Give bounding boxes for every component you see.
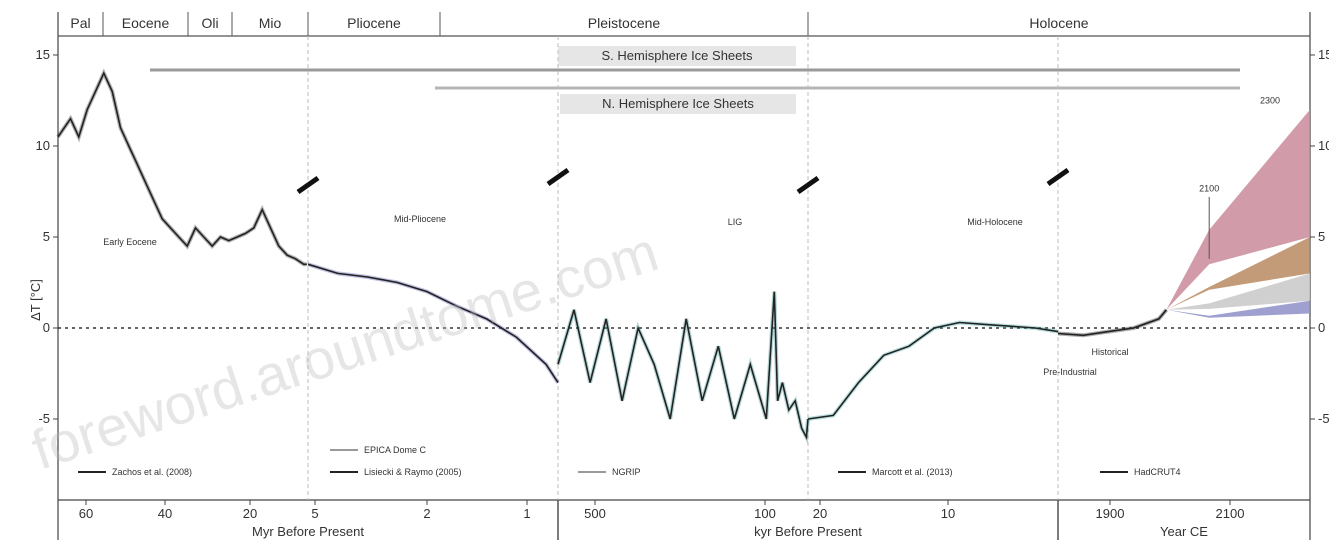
- legend-label: NGRIP: [612, 467, 641, 477]
- y-tick-label: 10: [36, 138, 50, 153]
- ice-sheet-label: N. Hemisphere Ice Sheets: [602, 96, 754, 111]
- scenario-band: [1166, 237, 1310, 310]
- axis-break-mark: [546, 167, 570, 187]
- y-tick-label: 5: [43, 229, 50, 244]
- legend-label: Marcott et al. (2013): [872, 467, 953, 477]
- y-axis-label: ΔT [°C]: [28, 279, 43, 321]
- temperature-series: [56, 68, 1168, 445]
- y-tick-label-right: 0: [1318, 320, 1325, 335]
- x-tick-label: 20: [813, 506, 827, 521]
- period-annotation: Mid-Holocene: [967, 217, 1023, 227]
- scenario-band: [1166, 300, 1310, 318]
- period-annotation: Mid-Pliocene: [394, 214, 446, 224]
- x-tick-label: 500: [584, 506, 606, 521]
- scenario-band: [1166, 273, 1310, 310]
- projection-year-label: 2100: [1199, 184, 1219, 194]
- x-tick-label: 60: [79, 506, 93, 521]
- x-axis-units: Myr Before Present kyr Before Present Year…: [252, 524, 1208, 539]
- epoch-label: Holocene: [1029, 15, 1088, 31]
- period-annotation: LIG: [728, 217, 743, 227]
- x-tick-label: 5: [311, 506, 318, 521]
- ice-sheet-bars: S. Hemisphere Ice Sheets N. Hemisphere Ic…: [150, 46, 1240, 114]
- y-tick-label: 15: [36, 47, 50, 62]
- epoch-label: Pliocene: [347, 15, 401, 31]
- x-tick-label: 1900: [1096, 506, 1125, 521]
- legend-label: HadCRUT4: [1134, 467, 1181, 477]
- y-tick-label: 0: [43, 320, 50, 335]
- legend-label: Zachos et al. (2008): [112, 467, 192, 477]
- x-tick-label: 10: [941, 506, 955, 521]
- axis-break-mark: [796, 175, 820, 195]
- ice-label-bg: [558, 46, 796, 66]
- x-unit-label: kyr Before Present: [754, 524, 862, 539]
- projection-scenarios: 2300 2100: [1166, 96, 1310, 318]
- axis-break-mark: [1046, 167, 1070, 187]
- period-annotation: Pre-Industrial: [1043, 367, 1097, 377]
- x-tick-label: 1: [523, 506, 530, 521]
- series-line: [1057, 309, 1168, 337]
- x-tick-label: 2: [423, 506, 430, 521]
- epoch-label: Mio: [259, 15, 282, 31]
- epoch-label: Oli: [201, 15, 218, 31]
- series-line: [557, 291, 809, 440]
- x-unit-label: Year CE: [1160, 524, 1208, 539]
- series-line: [807, 321, 1059, 420]
- ice-sheet-label: S. Hemisphere Ice Sheets: [601, 48, 753, 63]
- epoch-label: Eocene: [122, 15, 170, 31]
- period-annotation: Historical: [1091, 347, 1128, 357]
- x-tick-label: 100: [754, 506, 776, 521]
- scenario-band: [1166, 109, 1310, 310]
- x-tick-label: 20: [243, 506, 257, 521]
- epoch-label: Pleistocene: [588, 15, 661, 31]
- legend-label: Lisiecki & Raymo (2005): [364, 467, 462, 477]
- legend-label: EPICA Dome C: [364, 445, 427, 455]
- y-tick-label-right: 10: [1318, 138, 1329, 153]
- x-tick-label: 40: [158, 506, 172, 521]
- epoch-label: Pal: [70, 15, 90, 31]
- annotations: Early Eocene Mid-Pliocene LIG Mid-Holocene P…: [103, 214, 1128, 377]
- period-annotation: Early Eocene: [103, 237, 157, 247]
- x-unit-label: Myr Before Present: [252, 524, 364, 539]
- axis-break-mark: [296, 175, 320, 195]
- series-line: [307, 263, 559, 384]
- x-tick-label: 2100: [1216, 506, 1245, 521]
- projection-year-label: 2300: [1260, 96, 1280, 106]
- y-tick-label-right: 15: [1318, 47, 1329, 62]
- y-tick-label-right: 5: [1318, 229, 1325, 244]
- ice-label-bg: [560, 94, 796, 114]
- epoch-bar: Pal Eocene Oli Mio Pliocene Pleistocene Holoce…: [58, 12, 1310, 37]
- y-tick-label-right: -5: [1318, 411, 1329, 426]
- series-line: [57, 71, 307, 266]
- y-tick-label: -5: [38, 411, 50, 426]
- legend: Zachos et al. (2008) Lisiecki & Raymo (20…: [78, 445, 1181, 477]
